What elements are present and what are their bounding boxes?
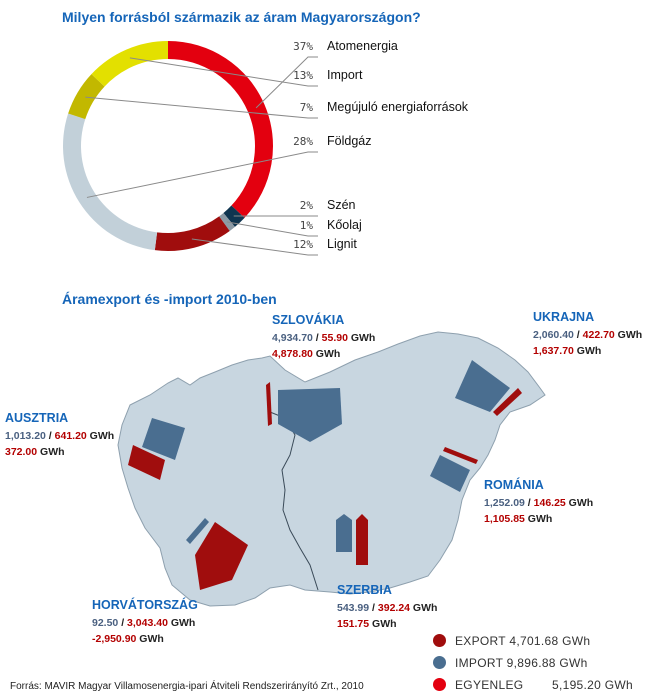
romania-export-arrow: [430, 455, 470, 492]
donut-source-label: Szén: [327, 198, 356, 212]
donut-percent-label: 28%: [293, 135, 313, 148]
map-title: Áramexport és -import 2010-ben: [62, 291, 277, 307]
country-export-import-szlovakia: 4,934.70 / 55.90 GWh: [272, 332, 376, 344]
donut-leader-line: [85, 96, 318, 119]
source-footer: Forrás: MAVIR Magyar Villamosenergia-ipa…: [10, 681, 364, 692]
country-name-romania: ROMÁNIA: [484, 478, 544, 492]
serbia-import-arrow: [356, 514, 368, 565]
croatia-export-arrow: [186, 518, 209, 544]
hungary-map: [117, 331, 546, 607]
country-balance-szerbia: 151.75 GWh: [337, 618, 397, 630]
country-export-import-horvatorszag: 92.50 / 3,043.40 GWh: [92, 617, 196, 629]
donut-percent-label: 12%: [293, 238, 313, 251]
donut-leader-line: [86, 151, 318, 198]
ukraine-export-arrow: [455, 360, 510, 412]
country-name-horvatorszag: HORVÁTORSZÁG: [92, 598, 198, 612]
donut-leader-line: [129, 57, 318, 87]
donut-slice-lignit: [154, 216, 230, 251]
donut-leader-line: [255, 56, 318, 109]
austria-import-arrow: [128, 445, 165, 480]
donut-percent-label: 1%: [299, 219, 313, 232]
slovakia-export-arrow: [278, 388, 342, 442]
legend-export-label: EXPORT 4,701.68 GWh: [455, 634, 591, 648]
legend-export-dot: [433, 634, 446, 647]
energy-source-donut-chart: [62, 41, 318, 256]
serbia-export-arrow: [336, 514, 352, 552]
country-export-import-romania: 1,252.09 / 146.25 GWh: [484, 497, 594, 509]
country-balance-horvatorszag: -2,950.90 GWh: [92, 633, 164, 645]
legend-import-label: IMPORT 9,896.88 GWh: [455, 656, 588, 670]
country-balance-szlovakia: 4,878.80 GWh: [272, 348, 341, 360]
donut-leader-line: [226, 221, 318, 237]
country-name-ausztria: AUSZTRIA: [5, 411, 69, 425]
donut-percent-label: 7%: [299, 101, 313, 114]
donut-leader-line: [191, 238, 318, 256]
legend-import-dot: [433, 656, 446, 669]
slovakia-import-arrow: [266, 382, 272, 426]
legend-balance-value: 5,195.20 GWh: [552, 678, 633, 692]
donut-slice-atomenergia: [168, 41, 273, 218]
country-export-import-ukrajna: 2,060.40 / 422.70 GWh: [533, 329, 643, 341]
country-export-import-szerbia: 543.99 / 392.24 GWh: [337, 602, 438, 614]
legend-balance-label: EGYENLEG: [455, 678, 524, 692]
donut-source-label: Import: [327, 68, 363, 82]
romania-import-arrow: [443, 447, 478, 464]
donut-source-label: Atomenergia: [327, 39, 398, 53]
donut-percent-label: 13%: [293, 69, 313, 82]
country-name-ukrajna: UKRAJNA: [533, 310, 595, 324]
croatia-import-arrow: [195, 522, 248, 590]
country-name-szerbia: SZERBIA: [337, 583, 392, 597]
donut-source-label: Földgáz: [327, 134, 372, 148]
country-export-import-ausztria: 1,013.20 / 641.20 GWh: [5, 430, 115, 442]
donut-slice-f-ldg-z: [62, 113, 158, 251]
austria-export-arrow: [142, 418, 185, 460]
donut-percent-label: 37%: [293, 40, 313, 53]
ukraine-import-arrow: [493, 388, 522, 416]
country-balance-ukrajna: 1,637.70 GWh: [533, 345, 602, 357]
country-balance-romania: 1,105.85 GWh: [484, 513, 553, 525]
country-name-szlovakia: SZLOVÁKIA: [272, 313, 345, 327]
country-balance-ausztria: 372.00 GWh: [5, 446, 65, 458]
donut-title: Milyen forrásból származik az áram Magya…: [62, 9, 421, 25]
donut-slice-meg-jul-energiaforr-sok: [68, 74, 105, 120]
legend-balance-dot: [433, 678, 446, 691]
donut-source-label: Lignit: [327, 237, 357, 251]
donut-source-label: Kőolaj: [327, 218, 362, 232]
donut-source-label: Megújuló energiaforrások: [327, 100, 469, 114]
donut-slice-import: [91, 41, 168, 87]
donut-percent-label: 2%: [299, 199, 313, 212]
